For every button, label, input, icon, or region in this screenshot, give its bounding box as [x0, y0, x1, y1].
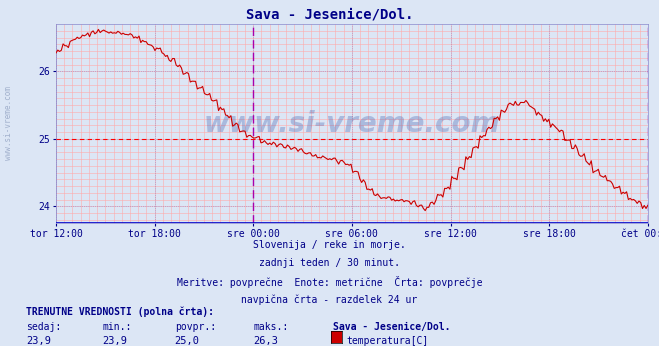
Text: min.:: min.:	[102, 322, 132, 333]
Text: www.si-vreme.com: www.si-vreme.com	[204, 110, 500, 138]
Text: temperatura[C]: temperatura[C]	[346, 336, 428, 346]
Text: TRENUTNE VREDNOSTI (polna črta):: TRENUTNE VREDNOSTI (polna črta):	[26, 306, 214, 317]
Text: 23,9: 23,9	[26, 336, 51, 346]
Text: www.si-vreme.com: www.si-vreme.com	[4, 86, 13, 160]
Text: Meritve: povprečne  Enote: metrične  Črta: povprečje: Meritve: povprečne Enote: metrične Črta:…	[177, 276, 482, 289]
Text: 25,0: 25,0	[175, 336, 200, 346]
Text: povpr.:: povpr.:	[175, 322, 215, 333]
Text: maks.:: maks.:	[254, 322, 289, 333]
Text: Sava - Jesenice/Dol.: Sava - Jesenice/Dol.	[246, 8, 413, 21]
Text: sedaj:: sedaj:	[26, 322, 61, 333]
Text: navpična črta - razdelek 24 ur: navpična črta - razdelek 24 ur	[241, 294, 418, 305]
Text: 26,3: 26,3	[254, 336, 279, 346]
Text: Sava - Jesenice/Dol.: Sava - Jesenice/Dol.	[333, 322, 450, 333]
Text: zadnji teden / 30 minut.: zadnji teden / 30 minut.	[259, 258, 400, 268]
Text: 23,9: 23,9	[102, 336, 127, 346]
Text: Slovenija / reke in morje.: Slovenija / reke in morje.	[253, 240, 406, 251]
